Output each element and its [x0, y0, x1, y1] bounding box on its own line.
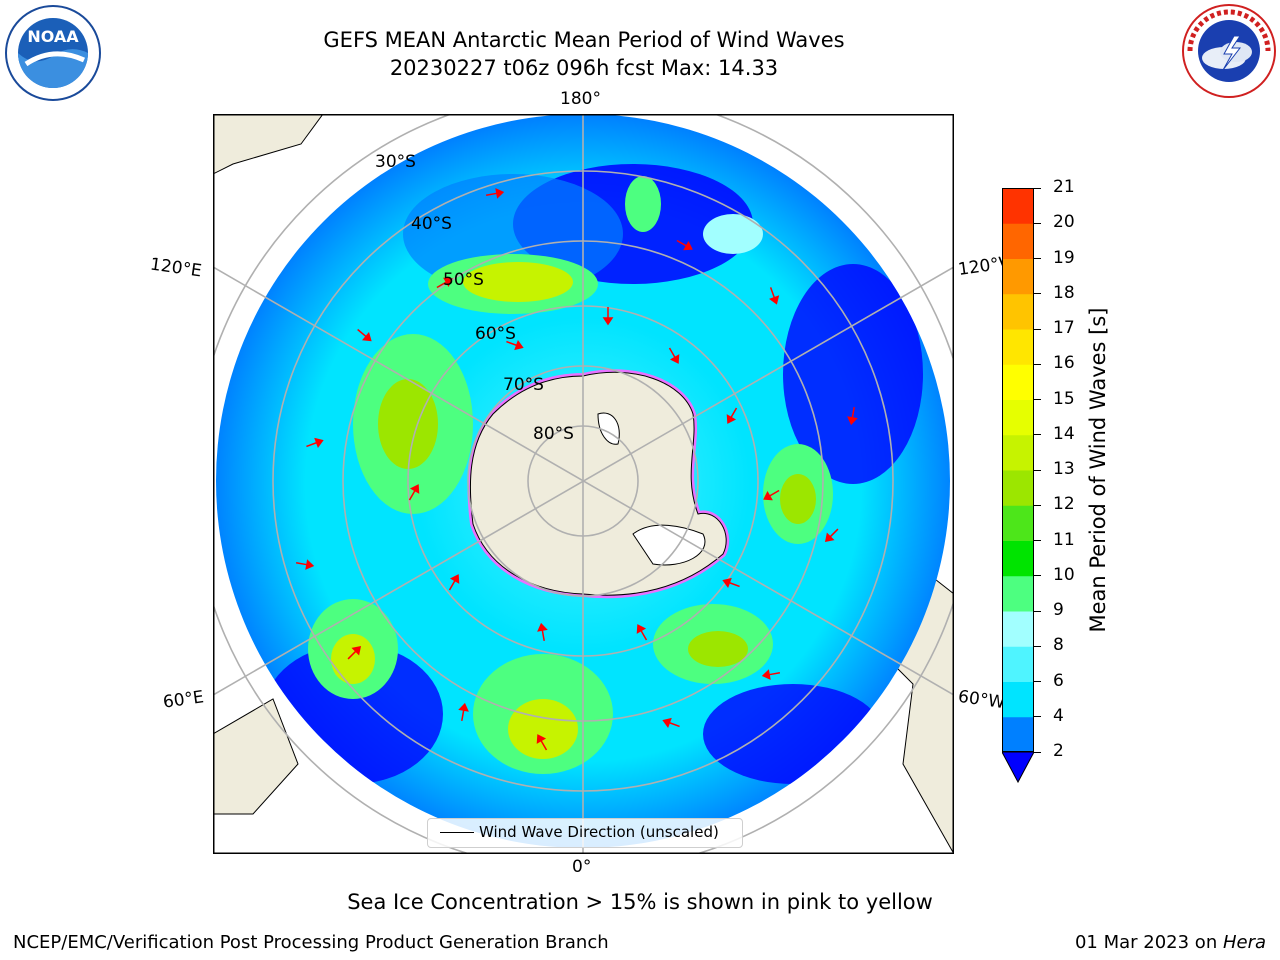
lon-label-60w: 60°W [956, 686, 1007, 714]
footer-credit: NCEP/EMC/Verification Post Processing Pr… [13, 932, 609, 953]
lat-label-40s: 40°S [411, 214, 452, 234]
colorbar-tick-label: 18 [1053, 282, 1075, 303]
legend-line-swatch [440, 832, 474, 833]
land-outside [213, 114, 954, 854]
colorbar [1001, 188, 1035, 784]
lat-label-80s: 80°S [533, 424, 574, 444]
colorbar-outline [1002, 188, 1034, 752]
graticule [213, 114, 954, 854]
colorbar-segment [1002, 329, 1034, 365]
colorbar-tick-mark [1034, 681, 1041, 682]
colorbar-tick-mark [1034, 469, 1041, 471]
colorbar-segment [1002, 505, 1034, 541]
colorbar-tick-label: 6 [1053, 670, 1064, 691]
colorbar-segment [1002, 399, 1034, 436]
lat-label-30s: 30°S [375, 152, 416, 172]
colorbar-tick-label: 14 [1053, 423, 1075, 444]
wave-direction-arrows [295, 188, 858, 751]
map-panel [213, 114, 954, 854]
footer-date-text: 01 Mar 2023 on [1074, 932, 1223, 953]
colorbar-tick-label: 19 [1053, 247, 1075, 268]
colorbar-tick-label: 8 [1053, 635, 1064, 656]
colorbar-tick-label: 10 [1053, 564, 1075, 585]
colorbar-tick-mark [1034, 645, 1041, 647]
colorbar-tick-mark [1034, 504, 1041, 506]
colorbar-tick-label: 17 [1053, 318, 1075, 338]
legend-label: Wind Wave Direction (unscaled) [479, 823, 719, 841]
colorbar-segment [1002, 293, 1034, 330]
colorbar-tick-mark [1034, 610, 1041, 612]
lat-label-70s: 70°S [503, 375, 544, 395]
colorbar-tick-label: 20 [1053, 212, 1075, 233]
colorbar-segment [1002, 646, 1034, 682]
colorbar-tick-label: 4 [1053, 705, 1064, 726]
colorbar-tick-mark [1034, 222, 1041, 224]
colorbar-tick-mark [1034, 293, 1041, 295]
colorbar-tick-mark [1034, 540, 1041, 541]
colorbar-segment [1002, 470, 1034, 506]
lon-label-180: 180° [560, 89, 601, 109]
colorbar-segment [1002, 716, 1034, 753]
map-frame [213, 114, 954, 854]
lat-label-60s: 60°S [475, 324, 516, 344]
colorbar-segment [1002, 575, 1034, 612]
colorbar-tick-mark [1034, 399, 1041, 400]
lon-label-60e: 60°E [161, 687, 206, 713]
lon-label-0: 0° [572, 857, 592, 877]
colorbar-segment [1002, 364, 1034, 400]
colorbar-tick-mark [1034, 328, 1041, 330]
nws-logo [1180, 2, 1278, 100]
colorbar-tick-mark [1034, 716, 1041, 718]
sea-ice-note: Sea Ice Concentration > 15% is shown in … [347, 890, 933, 914]
lat-label-50s: 50°S [443, 270, 484, 290]
noaa-logo: NOAA [4, 4, 102, 102]
colorbar-tick-mark [1034, 575, 1041, 577]
colorbar-graphic [1001, 188, 1035, 784]
colorbar-extend-triangle [1001, 751, 1035, 784]
colorbar-segment [1002, 223, 1034, 259]
footer-date: 01 Mar 2023 on Hera [1075, 932, 1266, 953]
map-legend: Wind Wave Direction (unscaled) [427, 818, 743, 848]
antarctica [467, 369, 730, 599]
colorbar-tick-label: 2 [1053, 741, 1064, 761]
colorbar-tick-label: 12 [1053, 494, 1075, 515]
chart-subtitle: 20230227 t06z 096h fcst Max: 14.33 [389, 56, 779, 80]
colorbar-tick-label: 11 [1053, 529, 1075, 550]
colorbar-segment [1002, 611, 1034, 647]
colorbar-segment [1002, 434, 1034, 471]
footer-host: Hera [1222, 932, 1266, 953]
colorbar-segment [1002, 540, 1034, 577]
colorbar-tick-mark [1034, 363, 1041, 365]
colorbar-tick-label: 13 [1053, 459, 1075, 479]
colorbar-label: Mean Period of Wind Waves [s] [1086, 307, 1110, 633]
noaa-logo-text: NOAA [27, 27, 79, 46]
colorbar-tick-mark [1034, 434, 1041, 436]
colorbar-tick-label: 21 [1053, 177, 1075, 197]
chart-title: GEFS MEAN Antarctic Mean Period of Wind … [323, 28, 845, 52]
colorbar-tick-label: 16 [1053, 353, 1075, 374]
colorbar-segment [1002, 681, 1034, 718]
colorbar-tick-label: 15 [1053, 388, 1075, 409]
lon-label-120e: 120°E [148, 254, 203, 282]
colorbar-segment [1002, 258, 1034, 295]
colorbar-segment [1002, 188, 1034, 224]
colorbar-tick-mark [1034, 187, 1041, 189]
colorbar-tick-mark [1034, 258, 1041, 259]
colorbar-tick-mark [1034, 751, 1041, 753]
colorbar-tick-label: 9 [1053, 600, 1064, 620]
